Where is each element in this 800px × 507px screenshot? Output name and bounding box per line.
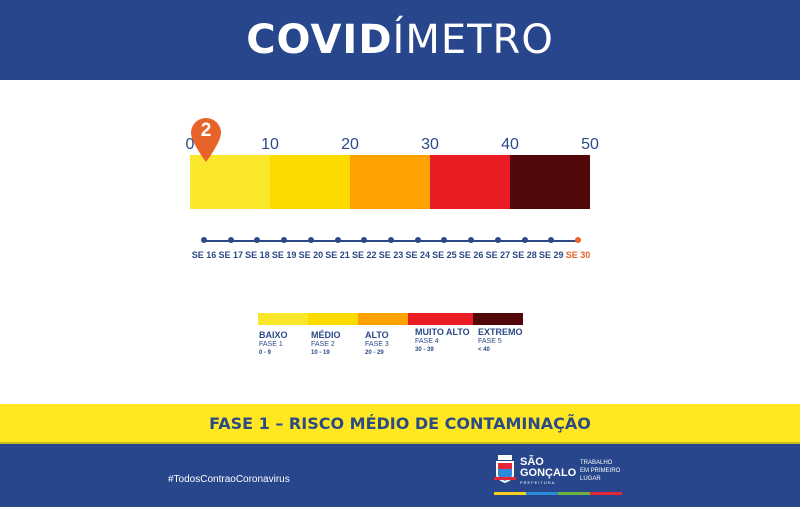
slogan-line: LUGAR [580, 476, 601, 482]
scale-label: 20 [341, 136, 359, 153]
legend-range: 20 - 29 [365, 350, 384, 356]
legend-swatch [258, 313, 308, 325]
timeline-dot [281, 237, 288, 243]
phase-banner: FASE 1 – RISCO MÉDIO DE CONTAMINAÇÃO [0, 404, 800, 444]
timeline-week-label: SE 17 [218, 250, 243, 260]
timeline-dot [414, 237, 421, 243]
timeline-dot [334, 237, 341, 243]
title-bold: COVID [246, 17, 393, 63]
timeline-week-label: SE 16 [191, 250, 217, 260]
slogan-line: EM PRIMEIRO [580, 468, 621, 474]
hashtag: #TodosContraoCoronavirus [168, 474, 290, 485]
scale-label: 30 [421, 136, 439, 153]
gauge-segment-medio [270, 155, 350, 209]
prefeitura-logo: SÃO GONÇALO PREFEITURA TRABALHO EM PRIME… [494, 455, 624, 497]
gauge-segment-muito-alto [430, 155, 510, 209]
phase-banner-text: FASE 1 – RISCO MÉDIO DE CONTAMINAÇÃO [209, 413, 591, 433]
timeline-dot [575, 237, 581, 243]
timeline-week-label: SE 30 [565, 250, 591, 260]
timeline-dot [388, 237, 394, 243]
timeline-week-label: SE 22 [352, 250, 377, 260]
timeline-dot [441, 237, 448, 243]
timeline-week-label: SE 25 [432, 250, 457, 260]
legend-name: MUITO ALTO [415, 327, 470, 337]
timeline-dot [254, 237, 261, 243]
timeline-dot [307, 237, 314, 243]
legend-item-medio: MÉDIO FASE 2 10 - 19 [311, 330, 341, 356]
legend-range: < 40 [478, 347, 490, 353]
timeline-dot [548, 237, 555, 243]
legend-name: MÉDIO [311, 330, 341, 340]
legend-phase: FASE 1 [259, 341, 283, 348]
legend-item-alto: ALTO FASE 3 20 - 29 [365, 330, 389, 356]
header: COVIDÍMETRO [0, 0, 800, 80]
logo-name-line2: GONÇALO [520, 467, 577, 479]
logo-stripe [494, 492, 622, 495]
timeline-week-label: SE 29 [539, 250, 564, 260]
scale-label: 10 [261, 136, 279, 153]
logo-slogan: TRABALHO EM PRIMEIRO LUGAR [580, 459, 620, 483]
legend-item-muito-alto: MUITO ALTO FASE 4 30 - 39 [415, 327, 470, 353]
gauge-bar [190, 155, 590, 209]
scale-label: 0 [185, 136, 195, 153]
timeline-week-label: SE 24 [405, 250, 430, 260]
timeline-week-label: SE 21 [325, 250, 350, 260]
legend-swatch [473, 313, 523, 325]
city-crest-icon [494, 455, 516, 485]
legend-phase: FASE 2 [311, 341, 335, 348]
legend-item-baixo: BAIXO FASE 1 0 - 9 [259, 330, 288, 356]
timeline-dot [494, 237, 501, 243]
logo-subtitle: PREFEITURA [520, 480, 556, 485]
timeline-dot [201, 237, 207, 243]
gauge-segment-baixo [190, 155, 270, 209]
legend-range: 30 - 39 [415, 347, 434, 353]
legend-phase: FASE 4 [415, 338, 439, 345]
logo-name-line1: SÃO [520, 456, 544, 468]
gauge-scale: 0 10 20 30 40 50 [0, 136, 800, 156]
legend-swatch [408, 313, 473, 325]
timeline-week-label: SE 20 [298, 250, 324, 260]
legend-name: ALTO [365, 330, 389, 340]
map-pin-icon: 2 [191, 118, 221, 162]
scale-label: 50 [581, 136, 599, 153]
current-value: 2 [200, 120, 212, 141]
legend-phase: FASE 5 [478, 338, 502, 345]
legend-phase: FASE 3 [365, 341, 389, 348]
legend-name: EXTREMO [478, 327, 523, 337]
legend-range: 10 - 19 [311, 350, 330, 356]
timeline-week-label: SE 26 [458, 250, 484, 260]
title-light: ÍMETRO [392, 17, 554, 63]
timeline-dot [468, 237, 475, 243]
timeline-dot [361, 237, 368, 243]
footer [0, 444, 800, 507]
timeline-dot [521, 237, 528, 243]
legend-range: 0 - 9 [259, 350, 272, 356]
timeline-week-label: SE 23 [378, 250, 404, 260]
gauge-segment-alto [350, 155, 430, 209]
legend-name: BAIXO [259, 330, 288, 340]
slogan-line: TRABALHO [580, 460, 613, 466]
timeline-week-label: SE 28 [512, 250, 537, 260]
timeline-week-label: SE 27 [485, 250, 511, 260]
timeline-week-label: SE 18 [245, 250, 270, 260]
gauge-segment-extremo [510, 155, 590, 209]
logo-name: SÃO GONÇALO [520, 457, 576, 479]
legend-swatch [358, 313, 408, 325]
legend-bar [258, 313, 523, 325]
scale-label: 40 [501, 136, 519, 153]
legend-swatch [308, 313, 358, 325]
legend-item-extremo: EXTREMO FASE 5 < 40 [478, 327, 523, 353]
timeline-week-label: SE 19 [271, 250, 297, 260]
timeline-dot [227, 237, 234, 243]
page-title: COVIDÍMETRO [246, 17, 554, 63]
main-panel [0, 80, 800, 404]
